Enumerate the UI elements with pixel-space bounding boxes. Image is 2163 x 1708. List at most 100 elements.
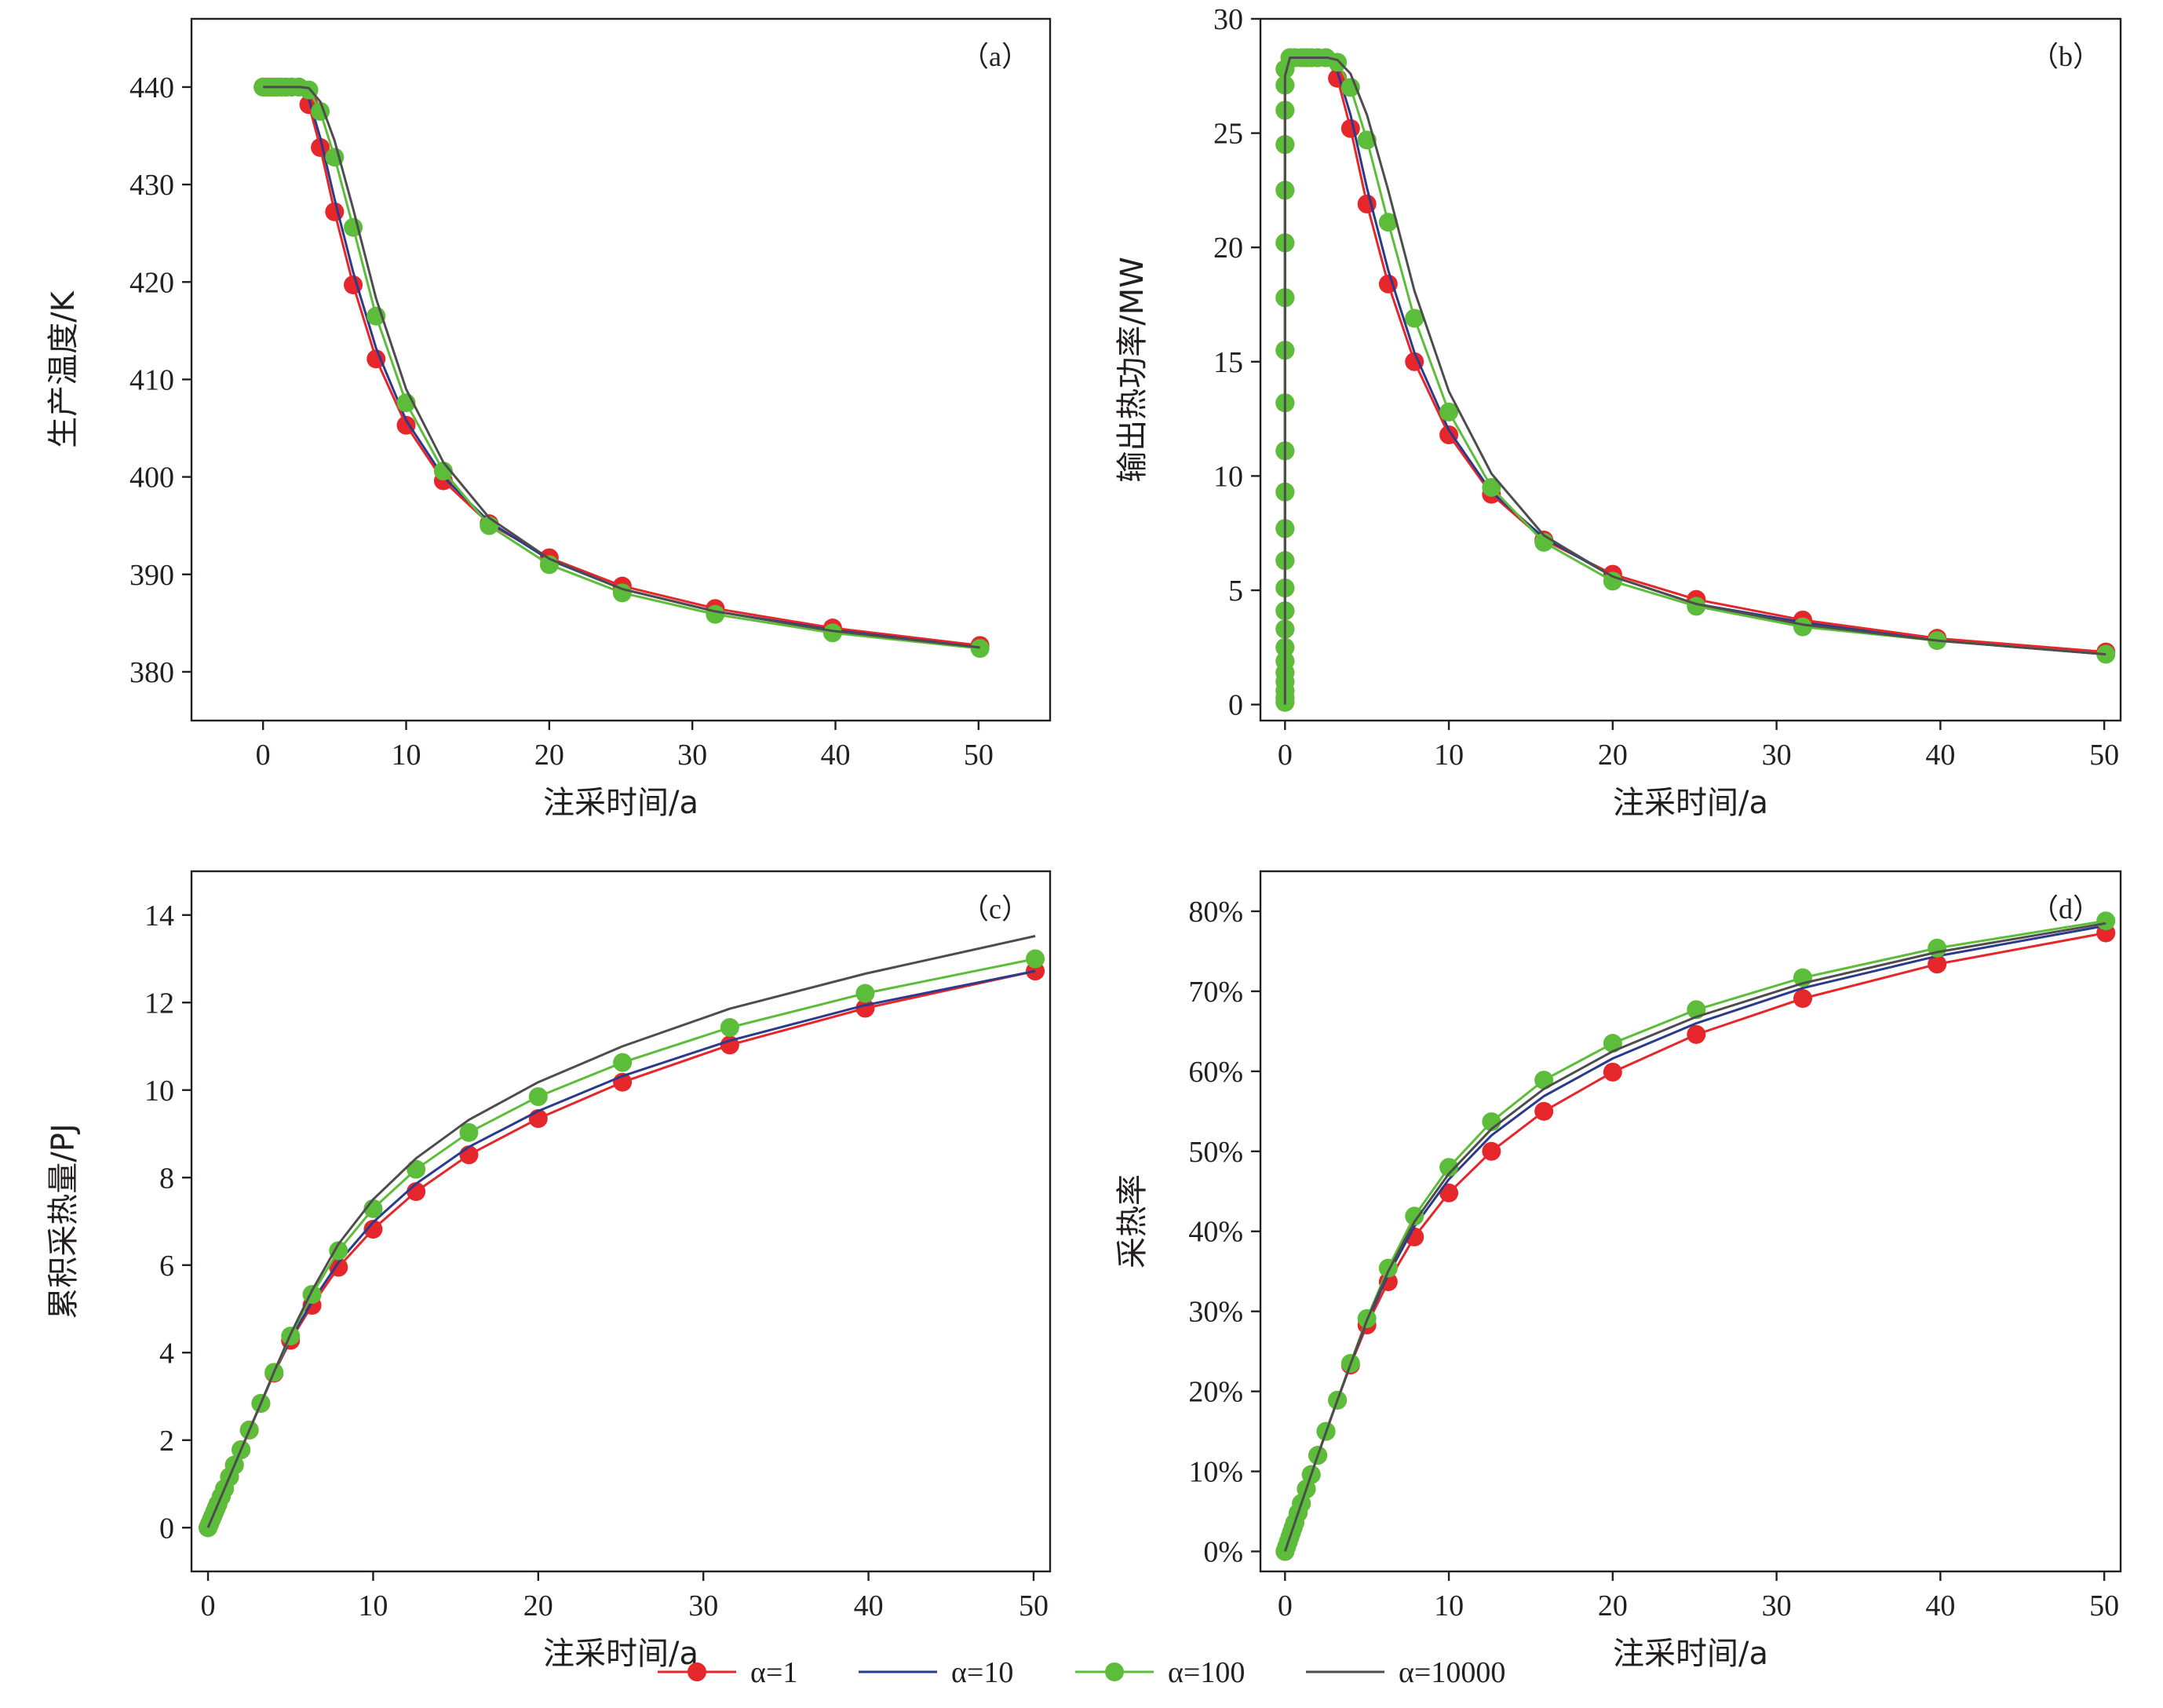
- x-tick-label: 30: [1762, 739, 1792, 772]
- data-point-alpha-1: [1603, 1062, 1622, 1082]
- y-tick-label: 400: [129, 462, 174, 495]
- panel-label: （a）: [961, 41, 1030, 72]
- y-tick-label: 50%: [1188, 1136, 1243, 1169]
- y-tick-label: 5: [1228, 575, 1243, 608]
- data-point-alpha-1: [367, 349, 386, 369]
- data-point-alpha-100: [302, 1285, 322, 1305]
- data-point-alpha-100: [2096, 911, 2116, 931]
- data-point-alpha-100: [2096, 644, 2116, 664]
- x-tick-label: 50: [2089, 1589, 2119, 1622]
- series-line-alpha-10000: [1283, 922, 2106, 1552]
- y-tick-label: 20%: [1188, 1376, 1243, 1409]
- y-axis-title: 输出热功率/MW: [1114, 257, 1151, 483]
- data-point-alpha-100: [1603, 1034, 1622, 1053]
- x-tick-label: 10: [1434, 739, 1464, 772]
- data-point-alpha-1: [396, 415, 416, 435]
- data-point-alpha-100: [1026, 949, 1045, 969]
- y-tick-label: 20: [1213, 232, 1243, 265]
- x-tick-label: 30: [688, 1589, 718, 1622]
- x-tick-label: 40: [1925, 739, 1955, 772]
- data-point-alpha-100: [1439, 402, 1459, 422]
- plot-frame: [1259, 870, 2122, 1573]
- data-point-alpha-100: [1439, 1158, 1459, 1177]
- data-point-alpha-100: [613, 1053, 633, 1072]
- data-point-alpha-1: [1405, 352, 1424, 371]
- chart-panel-c: 0 10 20 30 40 50 0 2 4 6 8 10 12 14 注采时间/a 累积采热量/PJ （c）: [46, 870, 1052, 1672]
- series-line-alpha-10: [263, 86, 980, 649]
- y-tick-label: 10: [1213, 460, 1243, 493]
- data-point-alpha-1: [1439, 1183, 1459, 1203]
- data-point-alpha-1: [363, 1220, 383, 1239]
- data-point-alpha-1: [1534, 1101, 1554, 1121]
- data-point-alpha-100: [720, 1018, 739, 1038]
- x-tick-label: 20: [1598, 1589, 1628, 1622]
- x-axis-title: 注采时间/a: [1613, 1636, 1768, 1672]
- data-point-alpha-100: [329, 1241, 348, 1261]
- y-tick-label: 80%: [1188, 896, 1243, 929]
- legend-label: α=100: [1168, 1656, 1245, 1689]
- y-tick-label: 15: [1213, 346, 1243, 379]
- x-tick-label: 10: [1434, 1589, 1464, 1622]
- x-tick-label: 10: [358, 1589, 388, 1622]
- panel-label: （d）: [2030, 893, 2101, 925]
- chart-panel-d: 0 10 20 30 40 50 0% 10% 20% 30% 40% 50% 60% 70% 80% 注采时…: [1114, 870, 2122, 1672]
- x-tick-label: 40: [821, 739, 851, 772]
- x-tick-label: 0: [201, 1589, 216, 1622]
- y-axis-title: 生产温度/K: [46, 290, 82, 447]
- data-point-alpha-1: [1482, 1141, 1501, 1161]
- plot-frame: [1259, 17, 2122, 722]
- chart-panel-a: 0 10 20 30 40 50 380 390 400 410 420 430 440 注采时间/a 生产…: [46, 17, 1052, 821]
- data-point-alpha-100: [407, 1159, 426, 1179]
- panel-label: （b）: [2030, 41, 2101, 72]
- data-point-alpha-100: [1378, 213, 1398, 232]
- y-tick-label: 60%: [1188, 1056, 1243, 1089]
- legend-label: α=10: [951, 1656, 1013, 1689]
- y-tick-label: 10: [144, 1075, 174, 1108]
- y-tick-label: 30: [1213, 3, 1243, 36]
- x-axis-title: 注采时间/a: [543, 1636, 699, 1672]
- panel-label: （c）: [961, 893, 1030, 925]
- y-tick-label: 25: [1213, 118, 1243, 151]
- x-tick-label: 10: [392, 739, 421, 772]
- y-tick-label: 0: [1228, 689, 1243, 722]
- data-point-alpha-1: [1793, 989, 1813, 1009]
- data-point-alpha-1: [311, 137, 330, 157]
- data-point-alpha-1: [325, 202, 345, 221]
- series-line-alpha-100: [263, 86, 980, 650]
- y-tick-label: 0: [159, 1512, 174, 1545]
- y-tick-label: 430: [129, 169, 174, 202]
- x-tick-label: 20: [1598, 739, 1628, 772]
- x-axis-title: 注采时间/a: [543, 785, 699, 821]
- plot-frame: [190, 17, 1052, 722]
- y-tick-label: 440: [129, 71, 174, 104]
- data-point-alpha-1: [1340, 119, 1360, 138]
- y-axis-title: 采热率: [1114, 1174, 1151, 1268]
- x-tick-label: 0: [256, 739, 271, 772]
- data-point-alpha-100: [970, 639, 990, 659]
- data-point-alpha-100: [1405, 1206, 1424, 1226]
- x-tick-label: 50: [1019, 1589, 1049, 1622]
- data-point-alpha-1: [329, 1257, 348, 1277]
- y-tick-label: 6: [159, 1250, 174, 1283]
- legend-marker: [688, 1662, 706, 1681]
- x-tick-label: 20: [523, 1589, 553, 1622]
- x-tick-label: 40: [854, 1589, 884, 1622]
- y-tick-label: 30%: [1188, 1296, 1243, 1329]
- data-point-alpha-100: [1405, 308, 1424, 328]
- data-point-alpha-100: [706, 604, 725, 624]
- y-tick-label: 380: [129, 656, 174, 689]
- data-point-alpha-100: [1793, 617, 1813, 637]
- y-tick-label: 40%: [1188, 1216, 1243, 1249]
- x-tick-label: 30: [677, 739, 707, 772]
- x-axis-title: 注采时间/a: [1613, 785, 1768, 821]
- y-tick-label: 10%: [1188, 1456, 1243, 1489]
- data-point-alpha-1: [1687, 1024, 1706, 1044]
- data-point-alpha-1: [1439, 425, 1459, 444]
- y-tick-label: 410: [129, 363, 174, 396]
- legend-label: α=1: [750, 1656, 797, 1689]
- data-point-alpha-100: [528, 1087, 548, 1107]
- x-tick-label: 50: [964, 739, 994, 772]
- x-tick-label: 0: [1278, 1589, 1293, 1622]
- y-tick-label: 390: [129, 559, 174, 592]
- y-tick-label: 420: [129, 266, 174, 299]
